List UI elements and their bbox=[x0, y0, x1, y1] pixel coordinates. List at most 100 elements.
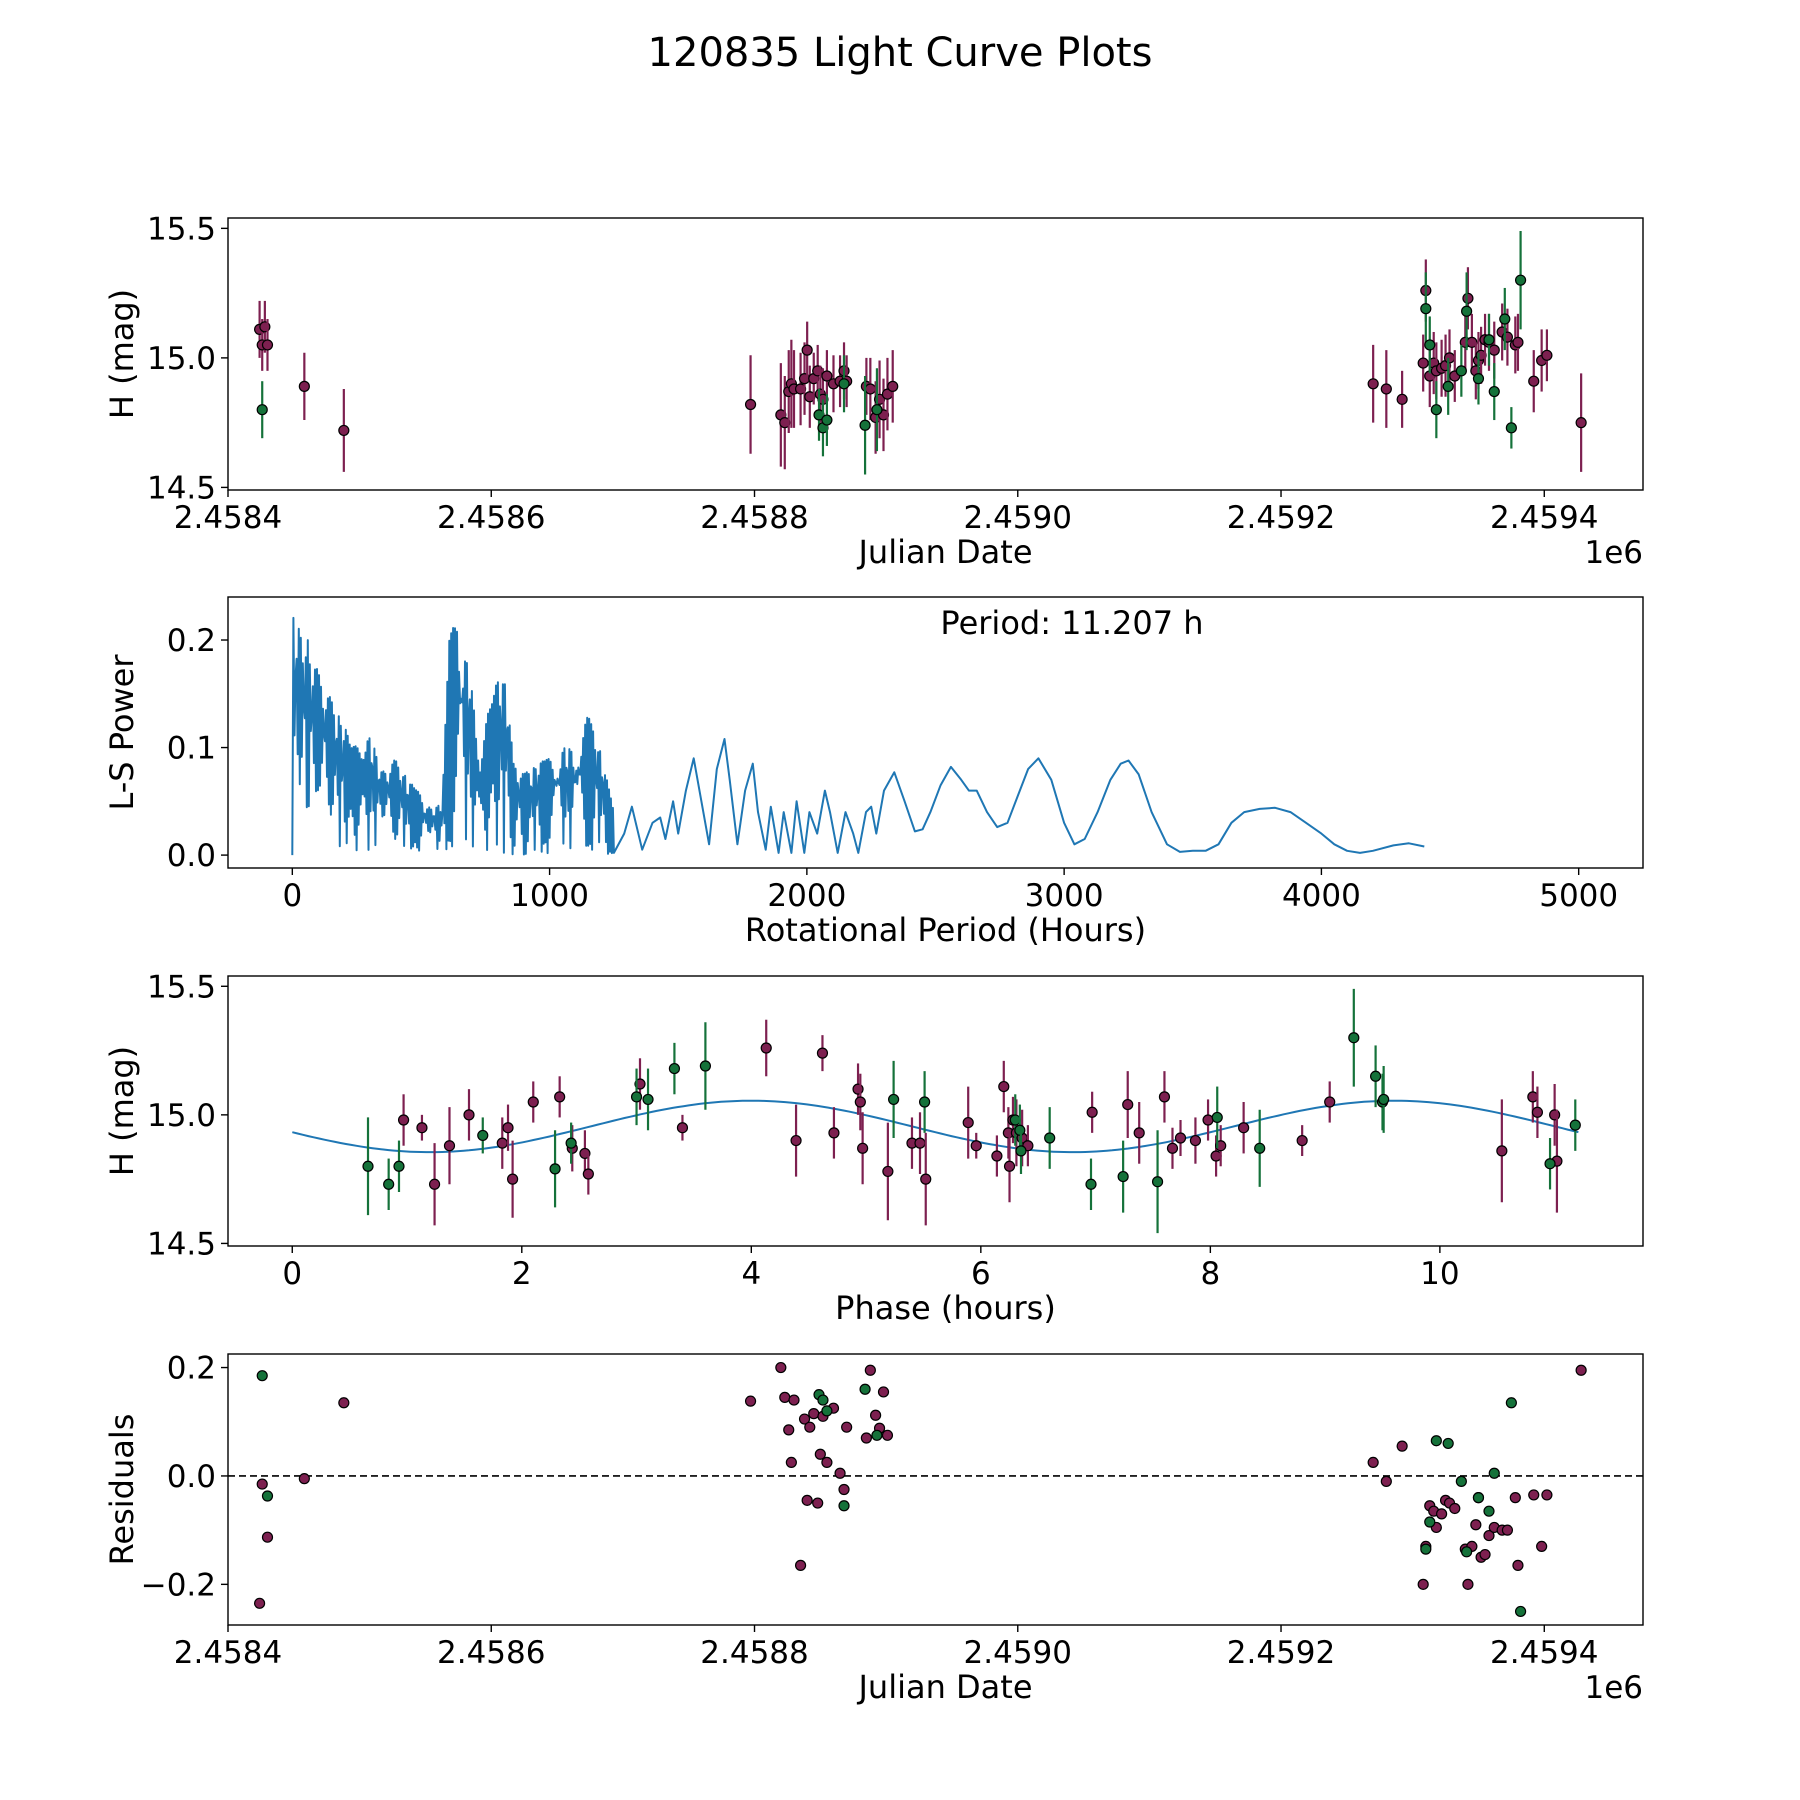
data-point bbox=[338, 1397, 350, 1409]
data-point bbox=[881, 1429, 894, 1441]
data-point bbox=[502, 1122, 514, 1134]
y-tick-label: −0.2 bbox=[141, 1567, 216, 1603]
phased-curve-panel: 0 2 4 6 8 10 14.5 15.0 15.5 Phase (hours) H (mag) bbox=[103, 969, 1644, 1327]
data-point bbox=[962, 1116, 974, 1129]
data-point bbox=[828, 1127, 840, 1139]
data-point bbox=[1483, 1505, 1495, 1517]
data-point bbox=[256, 1370, 268, 1382]
data-point bbox=[1575, 417, 1587, 429]
y-tick-label: 14.5 bbox=[147, 1226, 216, 1262]
data-point bbox=[1569, 1119, 1581, 1131]
x-tick-label: 2.4594 bbox=[1490, 1635, 1598, 1671]
data-point bbox=[565, 1137, 577, 1149]
data-point bbox=[554, 1091, 566, 1103]
data-point bbox=[1378, 1093, 1390, 1106]
data-point bbox=[918, 1096, 931, 1108]
axes-frame bbox=[227, 975, 1644, 1247]
data-point bbox=[1202, 1114, 1214, 1126]
data-point bbox=[1014, 1124, 1026, 1136]
data-point bbox=[527, 1096, 539, 1108]
data-point bbox=[821, 414, 833, 426]
x-tick-label: 5000 bbox=[1539, 878, 1618, 914]
data-point bbox=[1536, 1540, 1548, 1553]
y-axis-label: H (mag) bbox=[103, 1046, 141, 1176]
data-point bbox=[821, 370, 833, 382]
green-series bbox=[362, 988, 1581, 1234]
y-tick-label: 15.5 bbox=[147, 211, 216, 247]
data-point bbox=[443, 1140, 456, 1152]
data-point bbox=[783, 1424, 795, 1436]
data-point bbox=[1420, 303, 1432, 315]
purple-series bbox=[253, 1361, 1587, 1609]
data-point bbox=[1528, 1489, 1540, 1501]
x-tick-label: 2.4584 bbox=[174, 1635, 282, 1671]
axes-frame bbox=[227, 596, 1644, 869]
data-point bbox=[794, 1559, 807, 1571]
data-point bbox=[1512, 1559, 1524, 1571]
x-tick-label: 4000 bbox=[1282, 878, 1361, 914]
green-series bbox=[256, 1370, 1527, 1618]
data-point bbox=[1442, 1437, 1454, 1450]
x-tick-label: 2.4586 bbox=[437, 1635, 545, 1671]
data-point bbox=[1133, 1127, 1145, 1139]
data-point bbox=[338, 424, 350, 437]
data-point bbox=[1505, 1397, 1517, 1409]
plot-area bbox=[291, 616, 1425, 856]
data-point bbox=[785, 1456, 797, 1469]
x-tick-label: 0 bbox=[282, 878, 302, 914]
data-point bbox=[882, 1165, 894, 1178]
data-point bbox=[970, 1140, 982, 1152]
data-point bbox=[859, 419, 871, 431]
data-point bbox=[812, 1497, 824, 1509]
data-point bbox=[1488, 385, 1500, 398]
data-point bbox=[1370, 1070, 1382, 1082]
data-point bbox=[1015, 1145, 1027, 1157]
data-point bbox=[630, 1091, 643, 1103]
data-point bbox=[1455, 1475, 1467, 1487]
ls-power-line bbox=[291, 616, 1425, 856]
x-tick-label: 2 bbox=[512, 1256, 532, 1292]
y-tick-label: 14.5 bbox=[147, 470, 216, 506]
data-point bbox=[857, 1142, 869, 1154]
data-point bbox=[1380, 1475, 1392, 1487]
data-point bbox=[1396, 1440, 1408, 1452]
data-point bbox=[1003, 1160, 1016, 1172]
data-point bbox=[496, 1137, 508, 1149]
data-point bbox=[1461, 1546, 1473, 1558]
x-tick-label: 1000 bbox=[510, 878, 589, 914]
data-point bbox=[816, 1047, 829, 1059]
data-point bbox=[821, 1405, 833, 1417]
figure-title: 120835 Light Curve Plots bbox=[648, 30, 1153, 76]
data-point bbox=[1367, 1456, 1379, 1469]
data-point bbox=[760, 1042, 772, 1054]
data-point bbox=[859, 1383, 871, 1395]
x-tick-label: 2000 bbox=[767, 878, 846, 914]
data-point bbox=[1174, 1132, 1187, 1144]
data-point bbox=[298, 1473, 310, 1485]
data-point bbox=[1499, 313, 1511, 325]
data-point bbox=[477, 1129, 489, 1142]
data-point bbox=[1528, 375, 1540, 387]
x-tick-label: 2.4594 bbox=[1490, 500, 1598, 536]
periodogram-panel: 0 1000 2000 3000 4000 5000 0.0 0.1 0.2 Rotational… bbox=[103, 596, 1644, 949]
data-point bbox=[582, 1168, 594, 1180]
data-point bbox=[814, 1448, 826, 1460]
data-point bbox=[1443, 352, 1456, 364]
data-point bbox=[1479, 1548, 1491, 1561]
data-point bbox=[790, 1134, 802, 1147]
data-point bbox=[1575, 1364, 1587, 1376]
light-curve-panel: 2.4584 2.4586 2.4588 2.4590 2.4592 2.4594 14.5… bbox=[103, 211, 1644, 571]
data-point bbox=[1470, 1519, 1482, 1531]
plot-area bbox=[253, 230, 1587, 475]
data-point bbox=[1166, 1142, 1179, 1154]
data-point bbox=[1211, 1111, 1223, 1124]
data-point bbox=[1472, 1492, 1485, 1504]
data-point bbox=[801, 1494, 813, 1506]
data-point bbox=[1514, 274, 1527, 286]
x-tick-label: 2.4590 bbox=[964, 1635, 1072, 1671]
axes-frame bbox=[227, 217, 1644, 491]
y-tick-label: 15.0 bbox=[147, 341, 216, 377]
data-point bbox=[1367, 378, 1379, 390]
data-point bbox=[775, 1361, 787, 1374]
data-point bbox=[804, 1421, 816, 1433]
